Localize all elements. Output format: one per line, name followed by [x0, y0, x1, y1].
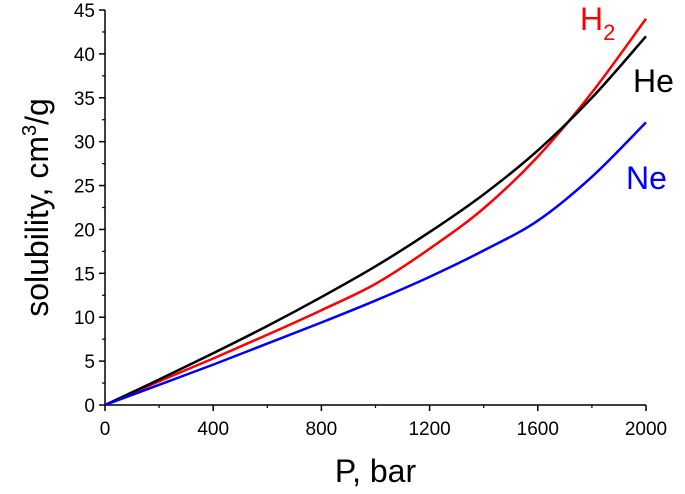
y-tick-label: 0: [84, 396, 95, 417]
series-label-ne: Ne: [626, 160, 667, 196]
y-tick-label: 45: [74, 1, 95, 22]
x-tick-label: 0: [100, 419, 111, 440]
series-label-subscript: 2: [603, 20, 615, 45]
x-tick-label: 400: [197, 419, 229, 440]
y-axis-title-tail: /g: [19, 98, 55, 125]
x-tick-label: 2000: [625, 419, 667, 440]
y-tick-label: 5: [84, 352, 95, 373]
y-tick-label: 10: [74, 308, 95, 329]
x-axis-title: P, bar: [335, 453, 417, 489]
series-label-text: H: [580, 1, 603, 37]
x-tick-label: 1200: [408, 419, 450, 440]
y-axis-title-superscript: 3: [19, 125, 41, 136]
x-tick-label: 1600: [517, 419, 559, 440]
x-tick-label: 800: [306, 419, 338, 440]
series-line-he: [104, 35, 647, 407]
axes: 0 400 800 1200 1600 2000 0 5 10 15 20 25 30 35 40 45: [74, 1, 667, 440]
y-tick-label: 25: [74, 177, 95, 198]
series-line-h2: [104, 18, 648, 407]
y-tick-label: 15: [74, 264, 95, 285]
series-label-he: He: [633, 63, 674, 99]
series-lines: [104, 18, 648, 407]
y-axis-title: solubility, cm3/g: [19, 98, 55, 317]
series-labels: H2 He Ne: [580, 1, 674, 196]
series-label-h2: H2: [580, 1, 615, 45]
y-tick-label: 30: [74, 133, 95, 154]
y-axis-title-main: solubility, cm: [19, 136, 55, 317]
series-line-ne: [104, 121, 647, 407]
y-tick-label: 40: [74, 45, 95, 66]
y-tick-label: 20: [74, 220, 95, 241]
series-label-text: Ne: [626, 160, 667, 196]
series-label-text: He: [633, 63, 674, 99]
y-tick-label: 35: [74, 89, 95, 110]
